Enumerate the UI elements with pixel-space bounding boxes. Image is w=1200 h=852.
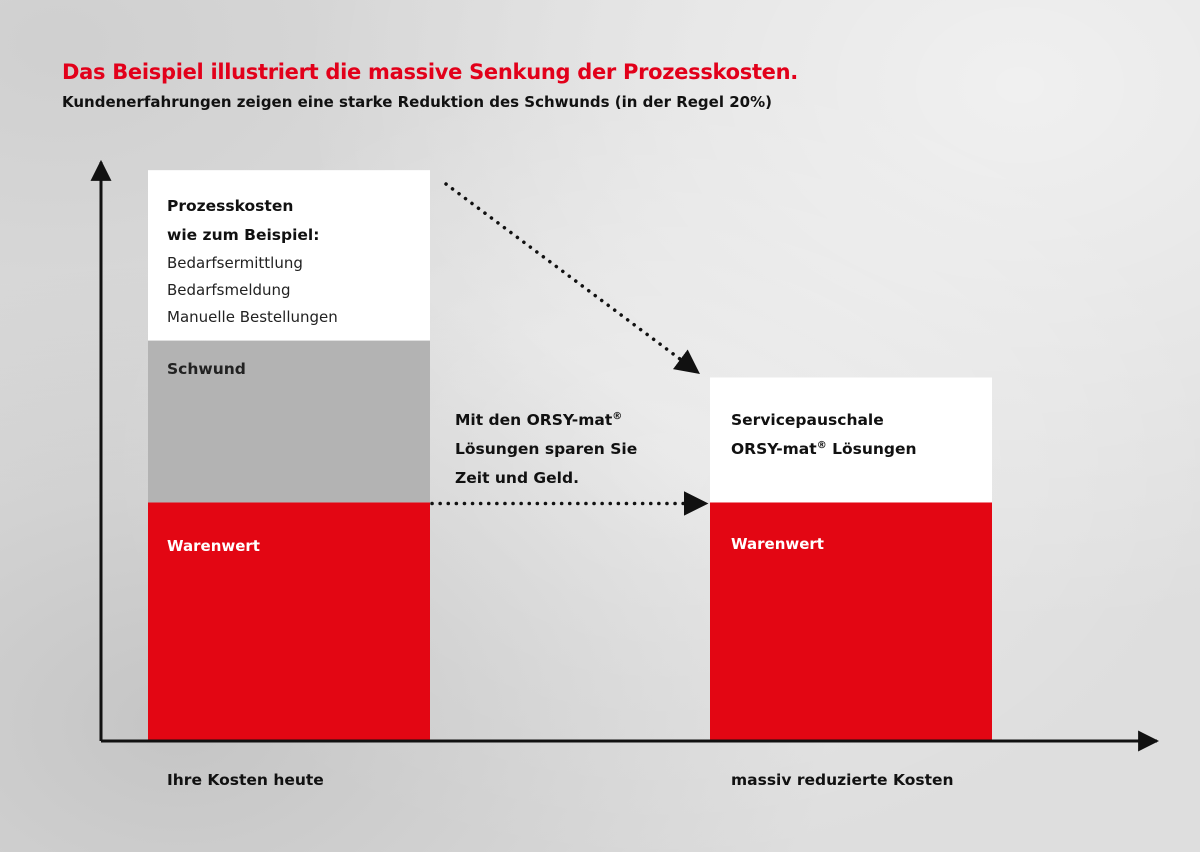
savings-annotation: Mit den ORSY-mat® Lösungen sparen Sie Ze…	[455, 410, 638, 487]
process-costs-heading: Prozesskosten	[167, 197, 294, 215]
bar-segment-warenwert-1	[148, 502, 430, 741]
process-item-1: Bedarfsermittlung	[167, 254, 303, 272]
service-fee-label-line2: ORSY-mat® Lösungen	[731, 439, 917, 458]
x-tick-label-1: Ihre Kosten heute	[167, 771, 324, 789]
service-fee-label-line1: Servicepauschale	[731, 411, 884, 429]
goods-value-label-1: Warenwert	[167, 537, 260, 555]
x-tick-label-2: massiv reduzierte Kosten	[731, 771, 954, 789]
bar-segment-warenwert-2	[710, 502, 992, 741]
goods-value-label-2: Warenwert	[731, 535, 824, 553]
bar-segment-prozesskosten-1	[148, 170, 430, 341]
shrinkage-label: Schwund	[167, 360, 246, 378]
process-item-2: Bedarfsmeldung	[167, 281, 291, 299]
chart-title: Das Beispiel illustriert die massive Sen…	[62, 60, 798, 84]
bar-segment-schwund-1	[148, 340, 430, 503]
process-item-3: Manuelle Bestellungen	[167, 308, 338, 326]
process-costs-subheading: wie zum Beispiel:	[167, 226, 320, 244]
bar-segment-servicepauschale-2	[710, 377, 992, 503]
diagonal-dotted-arrow	[444, 182, 700, 375]
chart-subtitle: Kundenerfahrungen zeigen eine starke Red…	[62, 93, 772, 111]
